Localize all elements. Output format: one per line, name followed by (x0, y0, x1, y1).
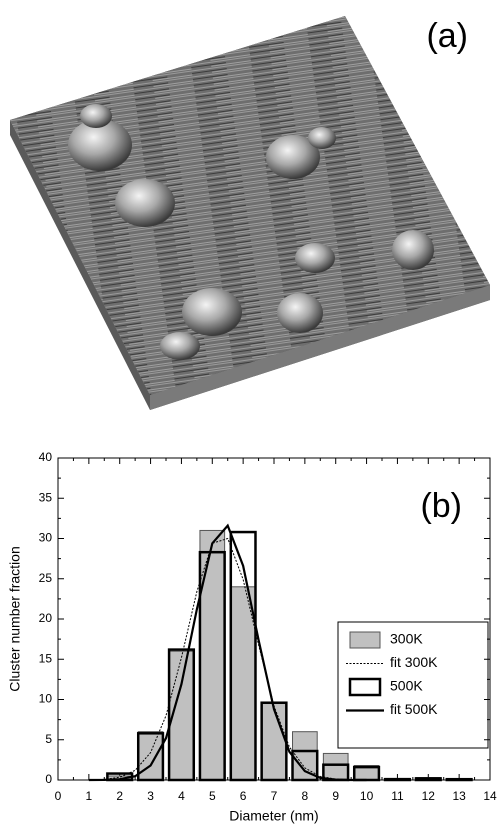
y-tick-label: 15 (39, 651, 53, 665)
x-tick-label: 5 (209, 789, 216, 803)
bar (447, 779, 472, 780)
y-tick-label: 40 (39, 450, 53, 464)
island (308, 127, 336, 149)
fit-line (89, 539, 367, 781)
panel-label: (a) (426, 17, 468, 55)
x-tick-label: 10 (360, 789, 374, 803)
legend-label: 500K (390, 678, 423, 694)
island (80, 104, 112, 128)
legend-label: fit 300K (390, 654, 438, 670)
island (392, 230, 434, 270)
panel-label: (b) (420, 487, 462, 525)
bar (200, 530, 225, 780)
fit-line (89, 526, 367, 780)
x-tick-label: 9 (332, 789, 339, 803)
bar (231, 587, 256, 780)
x-tick-label: 8 (302, 789, 309, 803)
y-tick-label: 30 (39, 531, 53, 545)
afm-image: (a) (10, 16, 490, 410)
legend-swatch (350, 679, 380, 695)
x-tick-label: 3 (147, 789, 154, 803)
x-axis-label: Diameter (nm) (229, 808, 318, 824)
island (182, 288, 242, 336)
x-tick-label: 12 (422, 789, 436, 803)
island (160, 332, 200, 360)
bar (385, 779, 410, 780)
island (295, 243, 335, 273)
y-axis-label: Cluster number fraction (7, 546, 23, 692)
y-tick-label: 5 (45, 732, 52, 746)
x-tick-label: 14 (483, 789, 497, 803)
x-tick-label: 0 (55, 789, 62, 803)
bar (416, 778, 441, 780)
page: (a) (b) Diameter (nm) Cluster number fra… (0, 0, 500, 828)
bar (293, 732, 318, 780)
legend-swatch (350, 632, 380, 648)
x-tick-label: 2 (116, 789, 123, 803)
x-tick-label: 13 (452, 789, 466, 803)
x-tick-label: 6 (240, 789, 247, 803)
y-tick-label: 35 (39, 490, 53, 504)
y-tick-label: 0 (45, 772, 52, 786)
island (115, 179, 175, 227)
legend-label: fit 500K (390, 701, 438, 717)
bar (262, 704, 287, 780)
figure: (a) (b) Diameter (nm) Cluster number fra… (0, 0, 500, 828)
y-tick-label: 10 (39, 692, 53, 706)
x-tick-label: 11 (391, 789, 404, 803)
y-tick-label: 20 (39, 611, 53, 625)
y-tick-label: 25 (39, 571, 53, 585)
island (277, 293, 323, 333)
bar (323, 753, 348, 780)
afm-surface (10, 16, 490, 395)
x-tick-label: 1 (86, 789, 93, 803)
x-tick-label: 7 (271, 789, 278, 803)
x-tick-label: 4 (178, 789, 185, 803)
legend-label: 300K (390, 631, 423, 647)
